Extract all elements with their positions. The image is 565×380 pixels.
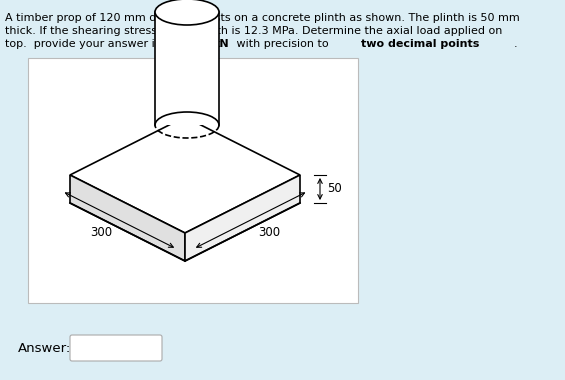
Polygon shape: [185, 175, 300, 261]
Text: A timber prop of 120 mm diameter rests on a concrete plinth as shown. The plinth: A timber prop of 120 mm diameter rests o…: [5, 13, 520, 23]
Text: with precision to: with precision to: [233, 39, 333, 49]
Text: thick. If the shearing stress in the plinth is 12.3 MPa. Determine the axial loa: thick. If the shearing stress in the pli…: [5, 26, 502, 36]
FancyBboxPatch shape: [28, 58, 358, 303]
Text: 300: 300: [90, 226, 112, 239]
Text: .: .: [514, 39, 518, 49]
Text: two decimal points: two decimal points: [361, 39, 480, 49]
Text: Answer:: Answer:: [18, 342, 71, 355]
FancyBboxPatch shape: [70, 335, 162, 361]
Ellipse shape: [155, 0, 219, 25]
Text: 50: 50: [327, 182, 342, 195]
Text: top.  provide your answer in: top. provide your answer in: [5, 39, 166, 49]
Text: 300: 300: [258, 226, 280, 239]
Polygon shape: [70, 117, 300, 233]
Polygon shape: [70, 175, 185, 261]
Polygon shape: [155, 12, 219, 125]
Text: 120: 120: [166, 100, 188, 113]
Text: kN: kN: [212, 39, 229, 49]
